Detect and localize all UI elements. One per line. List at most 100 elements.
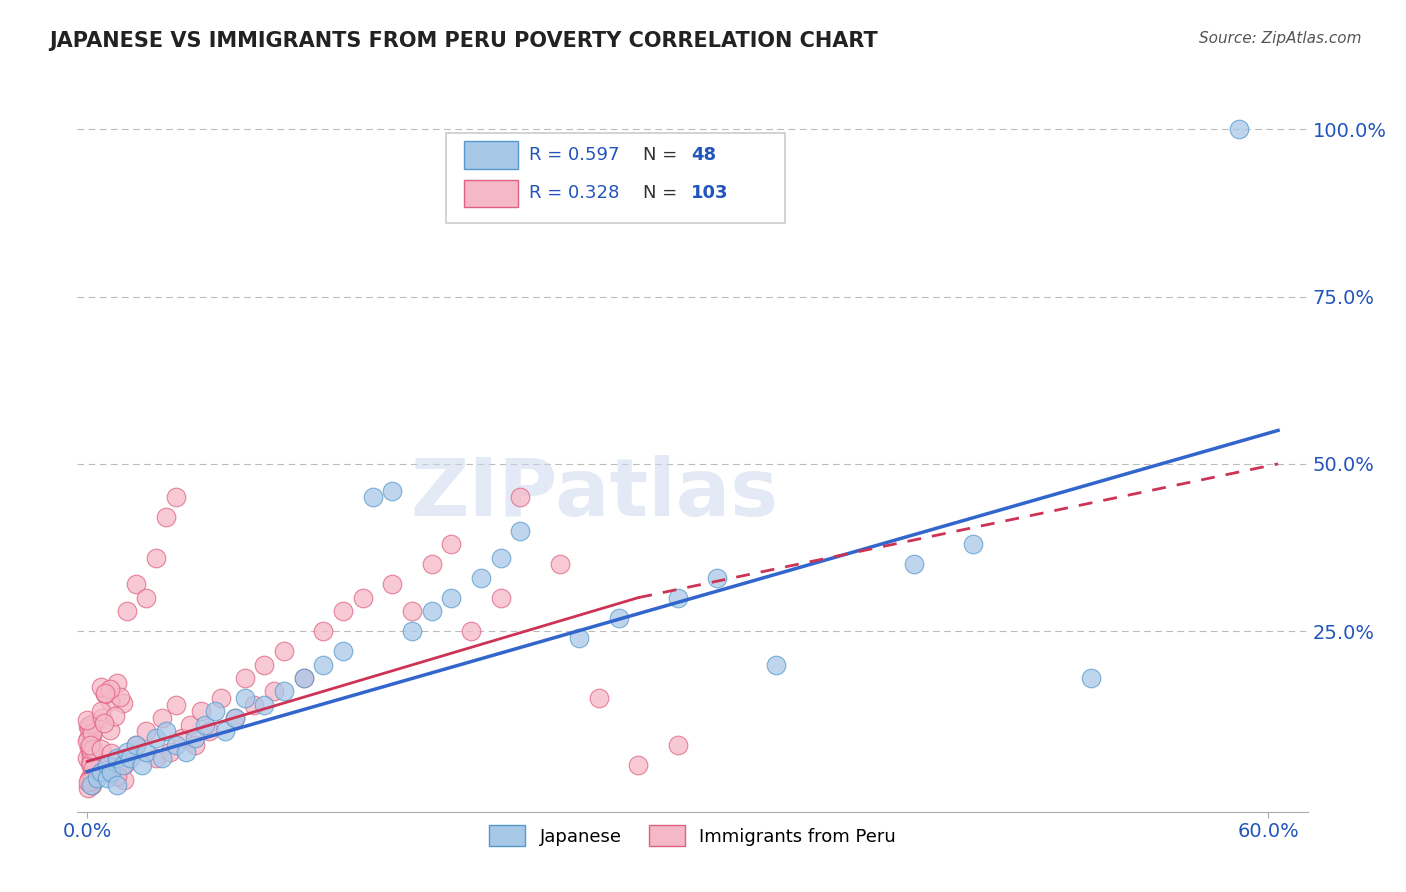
Point bbox=[98, 766, 121, 780]
Point bbox=[489, 591, 512, 605]
Point bbox=[145, 550, 167, 565]
FancyBboxPatch shape bbox=[464, 141, 517, 169]
Point bbox=[666, 591, 689, 605]
Point bbox=[105, 751, 128, 765]
Point bbox=[1080, 671, 1102, 685]
Point bbox=[76, 751, 98, 765]
Point bbox=[111, 696, 134, 710]
Point bbox=[224, 711, 246, 725]
Point bbox=[98, 723, 121, 737]
Point bbox=[90, 681, 112, 695]
Point bbox=[112, 773, 135, 788]
Point bbox=[90, 711, 112, 725]
Point bbox=[86, 771, 108, 786]
Point bbox=[765, 657, 787, 672]
Point bbox=[80, 771, 103, 785]
Point bbox=[125, 577, 148, 591]
Point bbox=[233, 671, 256, 685]
Point bbox=[135, 591, 157, 605]
Text: Source: ZipAtlas.com: Source: ZipAtlas.com bbox=[1198, 31, 1361, 46]
Point bbox=[145, 751, 167, 765]
Point bbox=[440, 537, 463, 551]
Point bbox=[627, 758, 650, 772]
FancyBboxPatch shape bbox=[464, 179, 517, 207]
Point bbox=[76, 734, 98, 748]
Point bbox=[420, 604, 443, 618]
Point bbox=[470, 571, 492, 585]
Point bbox=[170, 731, 193, 746]
Text: R = 0.597: R = 0.597 bbox=[529, 146, 619, 164]
Point bbox=[79, 731, 101, 745]
Point bbox=[401, 604, 423, 618]
Point bbox=[131, 758, 153, 772]
Point bbox=[209, 691, 232, 706]
Point bbox=[706, 571, 728, 585]
Point bbox=[243, 698, 266, 712]
Point bbox=[77, 719, 100, 733]
Point bbox=[108, 690, 131, 704]
Point bbox=[77, 775, 100, 789]
Point bbox=[104, 708, 127, 723]
Point bbox=[135, 724, 157, 739]
Point bbox=[82, 750, 104, 764]
Point bbox=[80, 778, 103, 792]
Point bbox=[489, 550, 512, 565]
Point bbox=[82, 742, 104, 756]
Point bbox=[80, 765, 103, 780]
Point bbox=[76, 713, 98, 727]
Point bbox=[135, 744, 157, 758]
Point bbox=[96, 758, 118, 772]
Point bbox=[190, 705, 212, 719]
Point bbox=[509, 524, 531, 538]
Point bbox=[80, 725, 103, 739]
Point bbox=[77, 722, 100, 736]
Point bbox=[94, 686, 117, 700]
Point bbox=[150, 711, 173, 725]
Point bbox=[179, 717, 201, 731]
Point bbox=[77, 772, 100, 786]
Point bbox=[76, 732, 98, 747]
Point bbox=[98, 694, 121, 708]
Point bbox=[312, 657, 335, 672]
Point bbox=[174, 744, 197, 758]
Point bbox=[90, 704, 112, 718]
Point bbox=[381, 577, 404, 591]
Point bbox=[98, 681, 121, 696]
Point bbox=[666, 738, 689, 752]
Point bbox=[159, 744, 181, 758]
Point bbox=[460, 624, 482, 639]
Point bbox=[105, 778, 128, 792]
Point bbox=[253, 657, 276, 672]
Point bbox=[80, 746, 103, 760]
Point bbox=[214, 724, 236, 739]
Text: JAPANESE VS IMMIGRANTS FROM PERU POVERTY CORRELATION CHART: JAPANESE VS IMMIGRANTS FROM PERU POVERTY… bbox=[49, 31, 877, 51]
Point bbox=[82, 747, 104, 762]
Point bbox=[548, 557, 571, 572]
Point bbox=[94, 763, 117, 777]
Point bbox=[361, 491, 384, 505]
Point bbox=[100, 747, 122, 761]
Point bbox=[165, 698, 187, 712]
Point bbox=[82, 761, 104, 775]
Point bbox=[125, 738, 148, 752]
Point bbox=[198, 724, 221, 739]
Point bbox=[82, 728, 104, 742]
Point bbox=[273, 684, 295, 698]
Point bbox=[80, 768, 103, 782]
Point bbox=[607, 611, 630, 625]
Point bbox=[145, 731, 167, 746]
Point bbox=[80, 756, 103, 771]
Text: 103: 103 bbox=[692, 185, 728, 202]
Point bbox=[79, 756, 101, 771]
Point bbox=[332, 604, 354, 618]
Point bbox=[111, 758, 134, 772]
Point bbox=[352, 591, 374, 605]
Point bbox=[77, 780, 100, 795]
Point bbox=[82, 746, 104, 760]
Point bbox=[77, 740, 100, 755]
Point bbox=[292, 671, 315, 685]
Point bbox=[155, 510, 177, 524]
Point bbox=[90, 742, 112, 756]
Point bbox=[93, 715, 115, 730]
Point bbox=[184, 738, 207, 752]
